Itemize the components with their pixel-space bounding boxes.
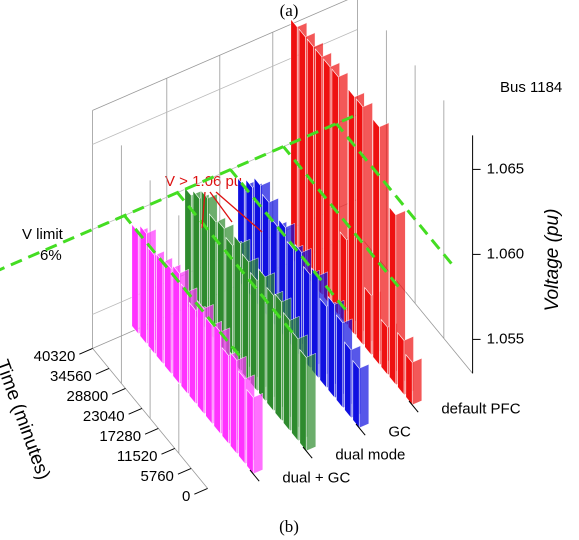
bar <box>397 331 405 396</box>
x-tick-label: 0 <box>182 488 190 505</box>
bar <box>139 224 147 345</box>
bar <box>352 359 360 429</box>
bar <box>306 38 314 286</box>
x-tick <box>112 387 126 395</box>
bar <box>172 264 180 385</box>
bar <box>238 370 246 465</box>
x-tick-label: 23040 <box>83 408 125 425</box>
bar <box>380 318 388 376</box>
bar <box>331 68 339 316</box>
bar <box>147 246 155 355</box>
series-tick <box>302 446 313 459</box>
bar <box>283 311 291 432</box>
bar <box>319 297 327 389</box>
bar <box>372 118 380 366</box>
bar <box>213 323 221 435</box>
caption-top: (a) <box>280 1 299 20</box>
bar <box>405 353 413 406</box>
x-tick <box>79 347 93 355</box>
y-tick-label: 1.065 <box>487 160 525 177</box>
x-tick <box>95 367 110 375</box>
x-tick-label: 28800 <box>66 388 108 405</box>
series-label: default PFC <box>441 401 520 418</box>
y-axis-label: Voltage (pu) <box>542 209 563 312</box>
x-tick-label: 17280 <box>99 428 141 445</box>
bar-side <box>359 363 369 429</box>
bar <box>364 286 372 356</box>
limit-line <box>176 191 294 334</box>
x-tick <box>144 427 159 435</box>
bar <box>131 223 139 335</box>
bus-label: Bus 1184 <box>500 79 562 96</box>
series-tick <box>249 469 260 482</box>
x-tick-label: 40320 <box>34 348 76 365</box>
series-tick <box>355 423 366 436</box>
limit-line <box>335 122 453 265</box>
bar <box>189 301 196 405</box>
bar <box>291 330 299 442</box>
bar <box>197 299 205 415</box>
bar <box>246 388 254 475</box>
limit-label: V limit <box>22 226 64 243</box>
wall-line <box>92 0 349 111</box>
annotation-arrow <box>215 191 263 233</box>
limit-line <box>229 168 347 311</box>
bar <box>258 268 266 402</box>
bar <box>266 286 274 412</box>
bar <box>164 259 172 375</box>
bar-side <box>306 352 316 452</box>
bar <box>250 271 258 392</box>
bar <box>347 88 356 336</box>
bar <box>274 293 282 422</box>
bar-side <box>412 357 422 406</box>
bar <box>327 295 335 399</box>
bar <box>389 206 397 386</box>
plot: 0 5760 11520 17280 23040 28800 34560 40320 1.055… <box>0 0 524 505</box>
x-tick-label: 11520 <box>117 448 158 465</box>
bar <box>156 253 164 365</box>
limit-line <box>282 145 400 288</box>
bar <box>298 28 306 276</box>
bar <box>180 283 188 395</box>
bar <box>336 314 344 409</box>
limit-line <box>123 214 241 357</box>
x-tick <box>161 447 175 455</box>
limit-label: 6% <box>40 247 62 264</box>
annotation-arrow <box>201 191 206 229</box>
bar <box>323 58 331 306</box>
x-tick <box>177 467 192 475</box>
bar <box>344 341 352 419</box>
series-label: dual mode <box>335 447 405 464</box>
bar <box>356 98 364 346</box>
x-tick-label: 5760 <box>141 468 174 485</box>
bar-side <box>252 392 263 475</box>
series-label: dual + GC <box>282 470 350 487</box>
y-tick-label: 1.060 <box>487 245 525 262</box>
bar <box>230 351 238 455</box>
bar <box>205 316 213 425</box>
series-tick <box>408 400 419 413</box>
x-tick-label: 34560 <box>50 368 92 385</box>
caption-bottom: (b) <box>279 517 299 536</box>
x-tick <box>128 407 143 415</box>
limit-line <box>0 113 359 272</box>
series-label: GC <box>388 424 411 441</box>
bar <box>221 346 229 445</box>
bar <box>299 348 307 452</box>
annotation-arrow <box>209 191 233 223</box>
bar <box>315 48 323 296</box>
y-tick-label: 1.055 <box>487 330 525 347</box>
x-tick <box>194 487 208 495</box>
x-axis-label: Time (minutes) <box>0 357 54 483</box>
